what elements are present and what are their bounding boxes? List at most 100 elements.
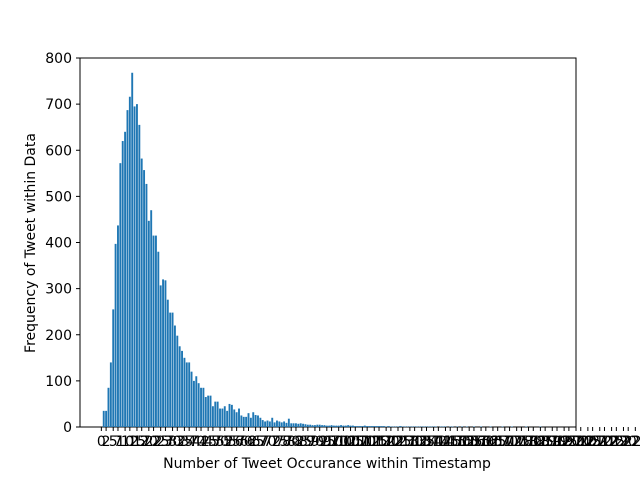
x-tick-label: 45 [199, 434, 217, 450]
x-tick-label: 217 [603, 434, 630, 450]
bar [216, 401, 219, 427]
bar [323, 425, 326, 427]
bar [292, 423, 295, 427]
x-tick-label: 90 [306, 434, 324, 450]
bar [318, 424, 321, 427]
bar [117, 225, 119, 427]
x-tick-label: 207 [579, 434, 606, 450]
bar [347, 425, 350, 427]
x-tick-label: 35 [176, 434, 194, 450]
bar [204, 397, 207, 427]
x-tick-label: 52 [216, 434, 234, 450]
bar [335, 425, 338, 427]
x-tick-label: 137 [413, 434, 440, 450]
bar [154, 235, 157, 427]
bar [112, 309, 115, 427]
bar [131, 72, 134, 427]
bar [332, 425, 335, 427]
x-tick-label: 70 [259, 434, 277, 450]
bar [325, 425, 328, 427]
bar [268, 421, 271, 427]
x-tick-label: 117 [366, 434, 393, 450]
x-tick-label: 205 [574, 434, 601, 450]
x-tick-label: 222 [615, 434, 640, 450]
bar [152, 235, 155, 427]
bar [147, 220, 150, 427]
x-tick-label: 135 [408, 434, 435, 450]
y-tick-label: 400 [45, 236, 72, 252]
x-tick-label: 125 [385, 434, 412, 450]
bar [351, 425, 354, 427]
bar [219, 408, 221, 427]
x-tick-label: 102 [330, 434, 357, 450]
bar [197, 383, 200, 427]
bar [399, 426, 402, 427]
x-tick-label: 162 [472, 434, 499, 450]
bar [311, 425, 314, 427]
bar [145, 183, 148, 427]
bar [121, 141, 124, 427]
x-tick-label: 2 [102, 434, 111, 450]
bar [178, 346, 181, 427]
bar [309, 424, 312, 427]
x-tick-label: 150 [444, 434, 471, 450]
x-tick-label: 185 [527, 434, 554, 450]
x-tick-label: 50 [211, 434, 229, 450]
bar [171, 312, 174, 427]
x-tick-label: 157 [461, 434, 488, 450]
bar [223, 406, 226, 427]
bar [183, 357, 186, 427]
bar [344, 425, 347, 427]
bar [214, 401, 217, 427]
x-tick-label: 77 [275, 434, 293, 450]
bar [361, 426, 364, 427]
bar [136, 104, 138, 427]
x-tick-label: 20 [140, 434, 158, 450]
y-tick-label: 500 [45, 189, 72, 205]
bar [162, 279, 165, 427]
bar [363, 425, 366, 427]
bar [176, 335, 179, 427]
bar [245, 416, 248, 427]
bar [295, 423, 297, 427]
bar [254, 415, 257, 427]
x-tick-label: 42 [192, 434, 210, 450]
x-tick-label: 112 [354, 434, 381, 450]
x-tick-label: 12 [121, 434, 139, 450]
bar [273, 422, 276, 427]
bar [242, 416, 245, 427]
y-tick-label: 800 [45, 51, 72, 67]
x-tick-label: 0 [97, 434, 106, 450]
y-tick-label: 0 [63, 420, 72, 436]
bar [304, 424, 307, 427]
x-tick-label: 215 [598, 434, 625, 450]
bar [306, 424, 309, 427]
bar [375, 426, 378, 427]
y-tick-label: 200 [45, 328, 72, 344]
bar [264, 421, 267, 427]
x-tick-label: 155 [456, 434, 483, 450]
x-tick-label: 5 [109, 434, 118, 450]
x-tick-label: 132 [401, 434, 428, 450]
bar [138, 124, 141, 427]
x-tick-label: 32 [168, 434, 186, 450]
bar [278, 421, 281, 427]
x-tick-label: 62 [240, 434, 258, 450]
bar [287, 418, 290, 427]
x-tick-label: 30 [164, 434, 182, 450]
bar [188, 362, 191, 427]
bar [159, 285, 162, 427]
bar [368, 426, 371, 427]
bar [373, 426, 376, 427]
bar [387, 426, 390, 427]
x-axis-label: Number of Tweet Occurance within Timesta… [163, 456, 491, 472]
bar [195, 376, 198, 427]
x-tick-label: 225 [622, 434, 640, 450]
bar [164, 280, 167, 427]
bar [209, 395, 212, 427]
bar [150, 210, 153, 427]
bar [240, 415, 243, 427]
bar [382, 426, 385, 427]
bar [230, 404, 233, 427]
